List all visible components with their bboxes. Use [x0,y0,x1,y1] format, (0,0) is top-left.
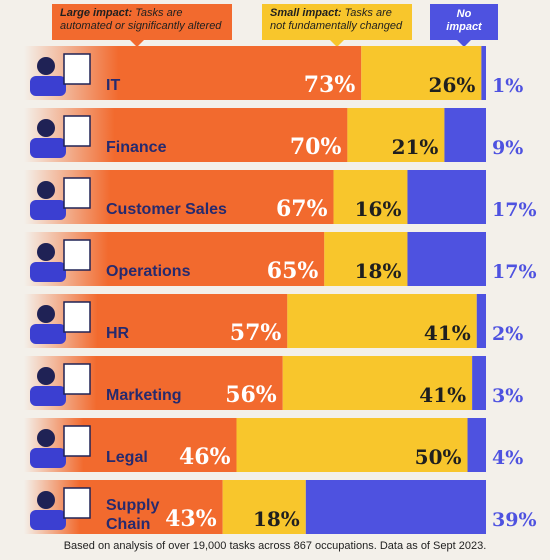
footnote: Based on analysis of over 19,000 tasks a… [63,540,487,552]
legend-large-pointer [130,40,144,47]
value-small-supply-chain: 18% [253,507,300,531]
value-large-marketing: 56% [225,382,277,408]
category-label-marketing: Marketing [106,387,182,404]
illustration-legal-icon [30,425,91,468]
value-none-hr: 2% [492,323,523,345]
legend-large-impact: Large impact: Tasks are automated or sig… [52,4,232,47]
bar-none-hr [476,294,486,348]
illustration-marketing-icon [30,363,91,406]
category-label-legal: Legal [106,449,148,466]
value-none-finance: 9% [492,137,523,159]
value-large-supply-chain: 43% [165,506,217,532]
category-label-operations: Operations [106,263,191,280]
bar-small-operations [324,232,408,286]
illustration-customer-sales-icon [30,177,91,220]
bar-small-supply-chain [222,480,306,534]
value-large-it: 73% [304,72,356,98]
value-none-customer-sales: 17% [492,199,537,221]
legend-small-desc: Tasks are not fundamentally changed [270,7,403,32]
category-label-supply: Supply [106,497,159,514]
bar-none-it [481,46,486,100]
legend-small-title: Small impact: [270,7,342,19]
bar-small-it [361,46,482,100]
value-small-hr: 41% [424,321,471,345]
value-none-it: 1% [492,75,523,97]
bar-none-customer-sales [407,170,486,224]
illustration-operations-icon [30,239,91,282]
value-small-operations: 18% [355,259,402,283]
value-none-marketing: 3% [492,385,523,407]
legend-none-title: No impact [446,8,482,33]
category-label-finance: Finance [106,139,167,156]
value-large-legal: 46% [179,444,231,470]
category-label-hr: HR [106,325,130,342]
value-small-marketing: 41% [419,383,466,407]
value-none-legal: 4% [492,447,523,469]
value-large-operations: 65% [267,258,319,284]
legend-no-impact: No impact [430,4,498,47]
value-large-finance: 70% [290,134,342,160]
bar-small-marketing [282,356,473,410]
value-none-supply-chain: 39% [492,509,537,531]
legend-small-impact: Small impact: Tasks are not fundamentall… [262,4,412,47]
bar-none-marketing [472,356,486,410]
legend-small-pointer [330,40,344,47]
value-small-it: 26% [429,73,476,97]
bar-none-operations [407,232,486,286]
category-label-customer-sales: Customer Sales [106,201,227,218]
value-small-finance: 21% [392,135,439,159]
value-large-hr: 57% [230,320,282,346]
category-label-it: IT [106,77,120,94]
illustration-supply-chain-icon [30,487,91,530]
value-none-operations: 17% [492,261,537,283]
category-label-chain: Chain [106,516,150,533]
legend-none-pointer [457,40,471,47]
value-large-customer-sales: 67% [276,196,328,222]
value-small-legal: 50% [415,445,462,469]
bar-small-legal [236,418,468,472]
bar-none-legal [467,418,486,472]
illustration-finance-icon [30,115,91,158]
legend-large-desc: Tasks are automated or significantly alt… [60,7,222,32]
bar-small-finance [347,108,445,162]
legend-large-title: Large impact: [60,7,133,19]
illustration-it-icon [30,53,91,96]
value-small-customer-sales: 16% [355,197,402,221]
illustration-hr-icon [30,301,91,344]
bar-none-supply-chain [305,480,486,534]
bar-small-hr [287,294,477,348]
stacked-bar-chart: IT 73% 26% 1% Finance 70% 21% 9% Customer Sales 6… [24,46,537,534]
bar-small-customer-sales [333,170,408,224]
bar-none-finance [444,108,486,162]
